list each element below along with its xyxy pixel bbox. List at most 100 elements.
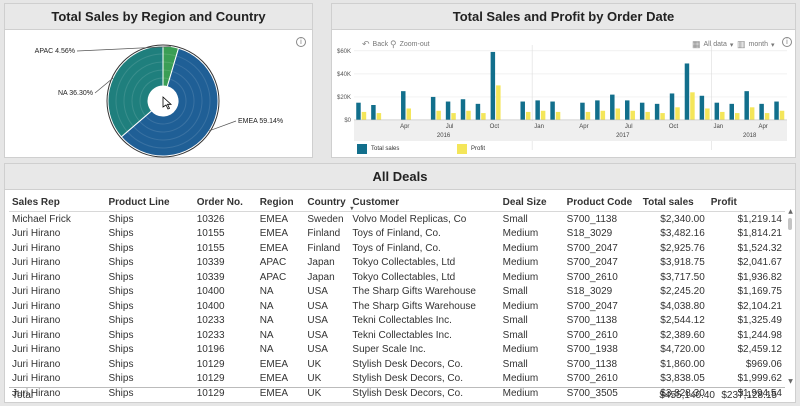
- table-row[interactable]: Juri Hirano Ships 10129 EMEA UK Stylish Desk …: [9, 386, 785, 401]
- bar-profit[interactable]: [645, 111, 650, 120]
- cell-country: USA: [307, 286, 328, 298]
- bar-profit[interactable]: [779, 110, 785, 120]
- bar-total-sales[interactable]: [430, 96, 436, 120]
- bar-total-sales[interactable]: [610, 94, 615, 120]
- table-row[interactable]: Juri Hirano Ships 10155 EMEA Finland Toys of …: [9, 227, 785, 242]
- bar-chart: $60K $40K $20K $0 Apr Jul Oct Jan Apr Jul Oct Jan Ap…: [337, 45, 787, 150]
- range-navigator[interactable]: [354, 121, 787, 141]
- info-icon[interactable]: i: [782, 37, 792, 47]
- scroll-up-icon[interactable]: ▲: [788, 208, 793, 215]
- column-header-deal-size[interactable]: Deal Size: [502, 196, 547, 208]
- bar-profit[interactable]: [451, 113, 456, 120]
- bar-total-sales[interactable]: [714, 102, 720, 120]
- pie-leader-line: [209, 120, 237, 132]
- bar-profit[interactable]: [764, 113, 770, 120]
- column-header-sales-rep[interactable]: Sales Rep: [12, 196, 60, 208]
- bar-total-sales[interactable]: [356, 102, 361, 120]
- bar-total-sales[interactable]: [595, 100, 600, 120]
- cell-country: UK: [307, 373, 322, 385]
- column-header-profit[interactable]: Profit: [710, 196, 737, 208]
- cell-deal-size: Small: [502, 213, 528, 225]
- bar-total-sales[interactable]: [445, 101, 451, 120]
- bar-total-sales[interactable]: [654, 103, 660, 120]
- bar-profit[interactable]: [705, 108, 710, 120]
- column-header-product-code[interactable]: Product Code: [566, 196, 633, 208]
- bar-total-sales[interactable]: [729, 103, 734, 120]
- bar-total-sales[interactable]: [759, 103, 764, 120]
- bar-profit[interactable]: [436, 110, 441, 120]
- bar-total-sales[interactable]: [624, 100, 630, 120]
- bar-total-sales[interactable]: [475, 103, 481, 120]
- bar-total-sales[interactable]: [580, 102, 585, 120]
- bar-total-sales[interactable]: [401, 91, 406, 120]
- scroll-down-icon[interactable]: ▼: [788, 378, 793, 385]
- table-row[interactable]: Juri Hirano Ships 10129 EMEA UK Stylish Desk …: [9, 372, 785, 387]
- bar-profit[interactable]: [600, 110, 606, 120]
- cell-product-line: Ships: [108, 271, 134, 283]
- bar-profit[interactable]: [406, 108, 411, 120]
- bar-profit[interactable]: [690, 92, 695, 120]
- bar-profit[interactable]: [540, 110, 546, 120]
- bar-profit[interactable]: [660, 113, 665, 120]
- bar-total-sales[interactable]: [460, 99, 466, 120]
- bar-profit[interactable]: [720, 111, 725, 120]
- bar-profit[interactable]: [361, 111, 367, 120]
- bar-profit[interactable]: [555, 111, 561, 120]
- bar-total-sales[interactable]: [535, 100, 540, 120]
- chevron-down-icon: ▾: [770, 41, 775, 49]
- zoom-out-button[interactable]: ⚲ Zoom-out: [390, 39, 430, 50]
- range-dropdown[interactable]: ▦ All data ▾: [692, 39, 733, 50]
- bar-total-sales[interactable]: [550, 101, 555, 120]
- table-row[interactable]: Juri Hirano Ships 10339 APAC Japan Tokyo Coll…: [9, 270, 785, 285]
- bar-total-sales[interactable]: [774, 101, 779, 120]
- interval-dropdown[interactable]: ▥ month ▾: [737, 39, 775, 50]
- bar-profit[interactable]: [630, 110, 635, 120]
- x-month-label: Oct: [669, 124, 679, 130]
- column-header-product-line[interactable]: Product Line: [108, 196, 170, 208]
- pie-chart: EMEA 59.14% NA 36.30% APAC 4.56%: [35, 44, 283, 158]
- bar-total-sales[interactable]: [684, 63, 690, 120]
- legend-sales[interactable]: Total sales: [357, 144, 399, 154]
- mouse-cursor-icon: [162, 96, 173, 110]
- column-header-order-no[interactable]: Order No.: [196, 196, 243, 208]
- vertical-scrollbar[interactable]: ▲ ▼: [787, 208, 794, 386]
- bar-total-sales[interactable]: [744, 91, 749, 120]
- bar-total-sales[interactable]: [371, 105, 376, 120]
- table-row[interactable]: Juri Hirano Ships 10155 EMEA Finland Toys of …: [9, 241, 785, 256]
- bar-total-sales[interactable]: [699, 95, 705, 120]
- calendar-icon: ▦: [692, 39, 701, 49]
- table-row[interactable]: Juri Hirano Ships 10233 NA USA Tekni Collecta…: [9, 314, 785, 329]
- scrollbar-thumb[interactable]: [788, 218, 792, 230]
- table-row[interactable]: Juri Hirano Ships 10196 NA USA Super Scale In…: [9, 343, 785, 358]
- column-header-total-sales[interactable]: Total sales: [642, 196, 694, 208]
- bar-profit[interactable]: [749, 107, 755, 120]
- column-header-country[interactable]: Country: [307, 196, 346, 208]
- y-tick-label: $60K: [337, 49, 351, 55]
- bar-profit[interactable]: [466, 110, 471, 120]
- bar-total-sales[interactable]: [639, 102, 645, 120]
- bar-profit[interactable]: [496, 85, 501, 120]
- column-header-customer[interactable]: Customer ▾: [349, 192, 499, 213]
- cell-deal-size: Small: [502, 286, 528, 298]
- bar-profit[interactable]: [615, 108, 621, 120]
- sort-descending-icon: ▾: [350, 206, 354, 212]
- bar-profit[interactable]: [481, 113, 486, 120]
- bar-profit[interactable]: [734, 113, 740, 120]
- bar-profit[interactable]: [675, 107, 680, 120]
- info-icon[interactable]: i: [296, 37, 306, 47]
- back-button[interactable]: ↶ Back: [362, 39, 388, 50]
- table-row[interactable]: Juri Hirano Ships 10400 NA USA The Sharp Gift…: [9, 299, 785, 314]
- bar-profit[interactable]: [585, 111, 591, 120]
- table-row[interactable]: Juri Hirano Ships 10233 NA USA Tekni Collecta…: [9, 328, 785, 343]
- bar-profit[interactable]: [376, 113, 382, 120]
- table-row[interactable]: Juri Hirano Ships 10400 NA USA The Sharp Gift…: [9, 285, 785, 300]
- bar-profit[interactable]: [525, 111, 531, 120]
- column-header-region[interactable]: Region: [259, 196, 294, 208]
- bar-total-sales[interactable]: [490, 51, 496, 120]
- table-row[interactable]: Juri Hirano Ships 10339 APAC Japan Tokyo Coll…: [9, 256, 785, 271]
- table-row[interactable]: Michael Frick Ships 10326 EMEA Sweden Volvo M…: [9, 212, 785, 227]
- table-row[interactable]: Juri Hirano Ships 10129 EMEA UK Stylish Desk …: [9, 357, 785, 372]
- bar-total-sales[interactable]: [669, 93, 675, 120]
- bar-total-sales[interactable]: [520, 101, 525, 120]
- legend-profit[interactable]: Profit: [457, 144, 485, 154]
